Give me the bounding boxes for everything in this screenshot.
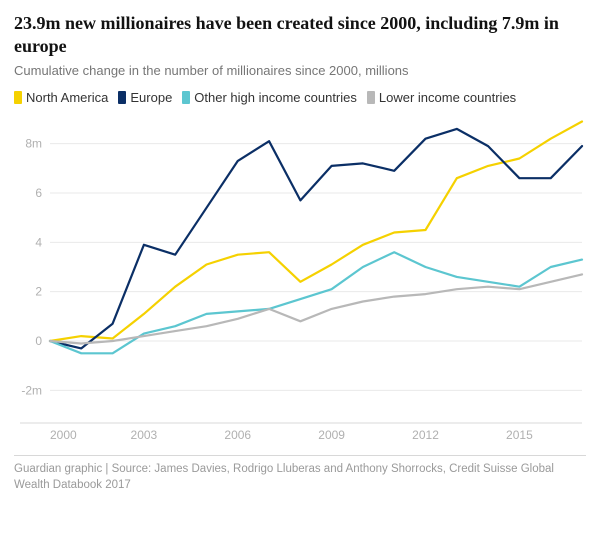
y-axis-label: 2 <box>35 285 42 299</box>
x-axis-label: 2003 <box>131 428 158 442</box>
y-axis-label: 8m <box>25 137 42 151</box>
legend-item: North America <box>14 90 108 105</box>
chart-footer: Guardian graphic | Source: James Davies,… <box>14 462 586 493</box>
legend-item: Europe <box>118 90 172 105</box>
x-axis-label: 2015 <box>506 428 533 442</box>
chart-title: 23.9m new millionaires have been created… <box>14 12 586 57</box>
x-axis-label: 2009 <box>318 428 345 442</box>
chart-svg: -2m 0 2 4 6 8m 2000 2003 2006 2009 2012 2015 <box>14 109 586 449</box>
legend-label: North America <box>26 90 108 105</box>
chart-card: 23.9m new millionaires have been created… <box>0 0 600 501</box>
legend-item: Other high income countries <box>182 90 357 105</box>
footer-rule <box>14 455 586 456</box>
legend-swatch <box>182 91 190 104</box>
legend-swatch <box>118 91 126 104</box>
y-axis-label: 4 <box>35 235 42 249</box>
legend-label: Lower income countries <box>379 90 516 105</box>
y-axis-label: 0 <box>35 334 42 348</box>
line-chart: -2m 0 2 4 6 8m 2000 2003 2006 2009 2012 2015 <box>14 109 586 449</box>
series-line <box>50 122 582 342</box>
x-axis-label: 2012 <box>412 428 439 442</box>
chart-subtitle: Cumulative change in the number of milli… <box>14 63 586 78</box>
legend-label: Other high income countries <box>194 90 357 105</box>
legend-swatch <box>367 91 375 104</box>
x-axis-label: 2006 <box>224 428 251 442</box>
chart-legend: North America Europe Other high income cou… <box>14 90 586 105</box>
legend-item: Lower income countries <box>367 90 516 105</box>
x-axis-label: 2000 <box>50 428 77 442</box>
y-axis-label: 6 <box>35 186 42 200</box>
legend-label: Europe <box>130 90 172 105</box>
legend-swatch <box>14 91 22 104</box>
y-axis-label: -2m <box>21 383 42 397</box>
